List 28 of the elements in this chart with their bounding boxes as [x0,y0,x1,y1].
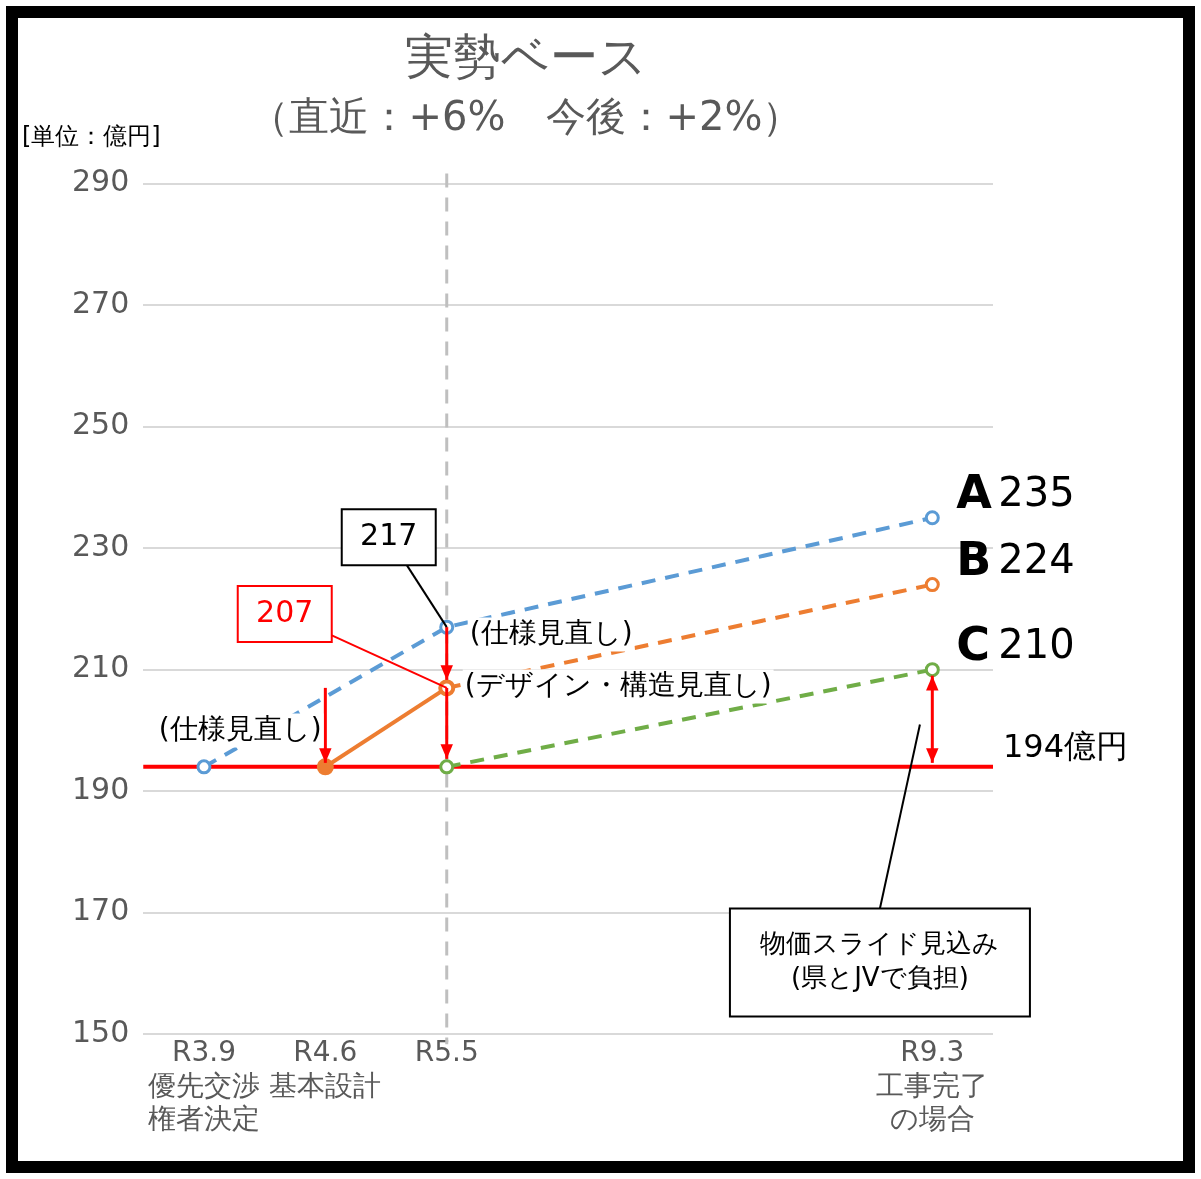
annotation: (デザイン・構造見直し) [464,667,772,701]
ref-line-label: 194億円 [1003,727,1129,766]
y-tick-label: 210 [72,649,130,685]
x-tick-label: R4.6 基本設計 [269,1035,382,1102]
series-label: B [956,531,992,586]
x-tick-label: R3.9 優先交渉権者決定 [147,1035,260,1136]
chart-title: 実勢ベース [404,28,647,85]
series-label: A [956,464,993,519]
y-tick-label: 150 [72,1014,130,1049]
annotation: 物価スライド見込み (県とJVで負担) [760,928,1000,993]
annotation: (仕様見直し) [469,615,633,649]
y-tick-label: 250 [72,406,130,442]
y-tick-label: 190 [72,770,130,806]
x-tick-label: R5.5 [414,1035,479,1069]
data-label: 224 [998,535,1075,582]
data-label: 217 [360,516,418,552]
y-tick-label: 230 [72,527,130,563]
y-tick-label: 270 [72,284,130,320]
series-label: C [956,616,991,671]
data-label: 235 [998,469,1075,516]
x-tick-label: R9.3 工事完了の場合 [876,1035,989,1136]
chart-subtitle: （直近：+6% 今後：+2%） [248,92,803,139]
annotation: (仕様見直し) [158,711,322,745]
y-axis-title: [単位：億円] [22,121,161,150]
data-label: 210 [998,621,1075,668]
data-label: 207 [256,593,314,629]
y-tick-label: 290 [72,163,130,199]
y-tick-label: 170 [72,892,130,928]
